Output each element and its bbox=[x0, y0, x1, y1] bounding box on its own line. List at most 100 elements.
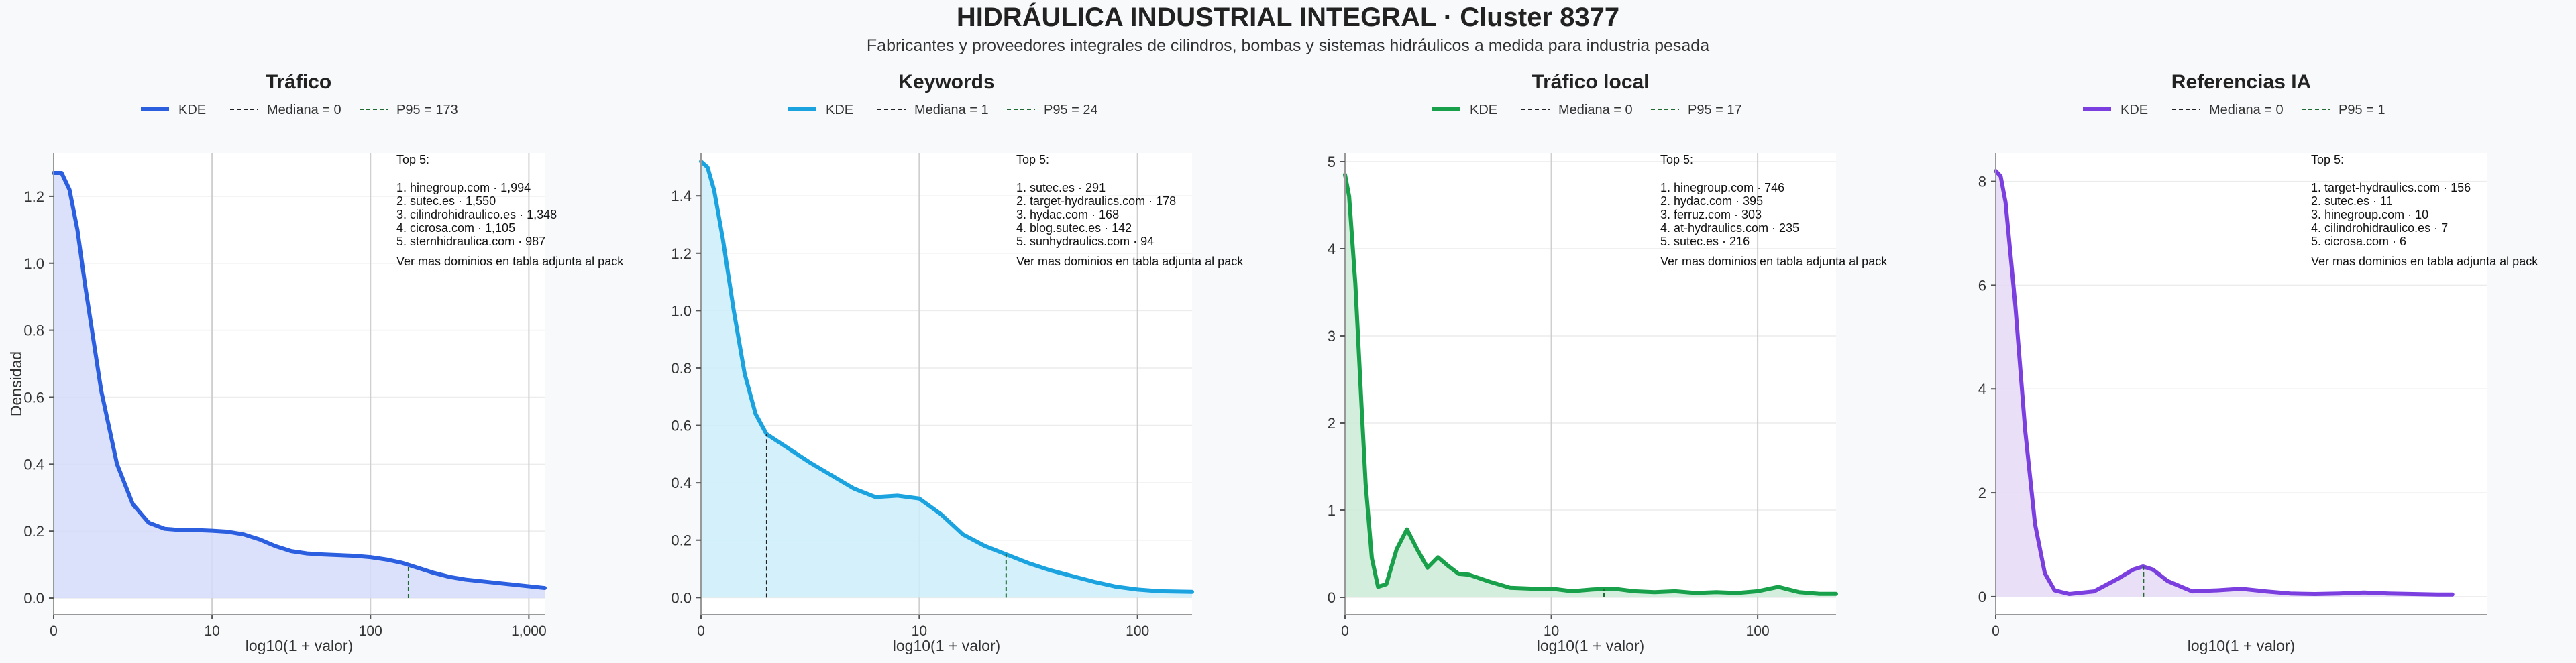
y-tick-label: 0.4 bbox=[671, 475, 692, 491]
legend-median-label: Mediana = 1 bbox=[914, 103, 989, 117]
x-tick-label: 0 bbox=[1341, 623, 1349, 639]
legend-kde-label: KDE bbox=[2121, 103, 2148, 117]
chart-title: Referencias IA bbox=[2171, 71, 2311, 93]
chart-keywords: 0.0 0.2 0.4 0.6 0.8 1.0 1.2 1.4 0 10 100 log10(1 + … bbox=[671, 71, 1244, 654]
y-tick-label: 0.0 bbox=[671, 589, 692, 606]
y-tick-label: 4 bbox=[1328, 241, 1336, 257]
x-axis-label: log10(1 + valor) bbox=[1537, 637, 1644, 654]
top5-item: 2. hydac.com · 395 bbox=[1660, 194, 1763, 208]
x-axis-label: log10(1 + valor) bbox=[246, 637, 353, 654]
top5-item: 3. hydac.com · 168 bbox=[1016, 208, 1119, 221]
top5-more-note: Ver mas dominios en tabla adjunta al pac… bbox=[2311, 255, 2538, 268]
top5-item: 3. cilindrohidraulico.es · 1,348 bbox=[396, 208, 557, 221]
chart-title: Tráfico bbox=[266, 71, 331, 93]
top5-item: 1. hinegroup.com · 1,994 bbox=[396, 181, 531, 194]
kde-line bbox=[1343, 172, 1838, 596]
legend-p95-label: P95 = 17 bbox=[1688, 103, 1742, 117]
top5-more-note: Ver mas dominios en tabla adjunta al pac… bbox=[1016, 255, 1244, 268]
top5-title: Top 5: bbox=[2311, 153, 2344, 166]
legend-median-label: Mediana = 0 bbox=[1558, 103, 1633, 117]
x-axis-label: log10(1 + valor) bbox=[2188, 637, 2295, 654]
y-tick-label: 0.6 bbox=[23, 389, 44, 406]
top5-item: 5. cicrosa.com · 6 bbox=[2311, 235, 2406, 248]
x-tick-label: 10 bbox=[204, 623, 219, 639]
top5-item: 4. at-hydraulics.com · 235 bbox=[1660, 221, 1799, 235]
kde-line bbox=[52, 170, 547, 591]
top5-title: Top 5: bbox=[1660, 153, 1693, 166]
top5-item: 1. hinegroup.com · 746 bbox=[1660, 181, 1784, 194]
legend-median-label: Mediana = 0 bbox=[267, 103, 341, 117]
top5-item: 3. hinegroup.com · 10 bbox=[2311, 208, 2428, 221]
x-tick-label: 100 bbox=[1126, 623, 1149, 639]
x-tick-label: 100 bbox=[1746, 623, 1770, 639]
y-tick-label: 8 bbox=[1978, 174, 1986, 190]
y-tick-label: 0.8 bbox=[23, 322, 44, 339]
x-tick-label: 10 bbox=[1544, 623, 1559, 639]
x-tick-label: 0 bbox=[697, 623, 705, 639]
top5-item: 2. sutec.es · 11 bbox=[2311, 194, 2393, 208]
y-tick-label: 4 bbox=[1978, 381, 1986, 398]
x-tick-label: 0 bbox=[50, 623, 58, 639]
chart-referencias-ia: 0 2 4 6 8 0 log10(1 + valor) Referencias IA KDE M… bbox=[1978, 71, 2538, 654]
y-tick-label: 0.2 bbox=[23, 523, 44, 540]
y-tick-label: 2 bbox=[1978, 485, 1986, 501]
kde-line bbox=[1994, 169, 2455, 597]
y-tick-label: 1.0 bbox=[671, 302, 692, 319]
legend-kde-label: KDE bbox=[178, 103, 206, 117]
top5-item: 1. sutec.es · 291 bbox=[1016, 181, 1106, 194]
legend-p95-label: P95 = 1 bbox=[2339, 103, 2385, 117]
y-tick-label: 0.2 bbox=[671, 532, 692, 549]
chart-title: Keywords bbox=[898, 71, 994, 93]
top5-item: 3. ferruz.com · 303 bbox=[1660, 208, 1762, 221]
y-tick-label: 1.4 bbox=[671, 188, 692, 204]
chart-title: Tráfico local bbox=[1532, 71, 1649, 93]
y-tick-label: 1.0 bbox=[23, 255, 44, 272]
top5-item: 1. target-hydraulics.com · 156 bbox=[2311, 181, 2471, 194]
y-tick-label: 1 bbox=[1328, 502, 1336, 519]
x-tick-label: 0 bbox=[1992, 623, 2000, 639]
y-tick-label: 0.6 bbox=[671, 418, 692, 434]
kde-area bbox=[54, 172, 545, 599]
top5-item: 5. sternhidraulica.com · 987 bbox=[396, 235, 545, 248]
plot-area bbox=[1345, 153, 1836, 615]
x-tick-label: 100 bbox=[359, 623, 382, 639]
y-tick-label: 0.0 bbox=[23, 590, 44, 607]
top5-more-note: Ver mas dominios en tabla adjunta al pac… bbox=[1660, 255, 1888, 268]
top5-more-note: Ver mas dominios en tabla adjunta al pac… bbox=[396, 255, 624, 268]
page-subtitle: Fabricantes y proveedores integrales de … bbox=[866, 36, 1710, 55]
legend-kde-label: KDE bbox=[826, 103, 853, 117]
x-tick-label: 10 bbox=[912, 623, 927, 639]
x-tick-label: 1,000 bbox=[511, 623, 547, 639]
chart-trafico: 0.0 0.2 0.4 0.6 0.8 1.0 1.2 0 10 100 1,000 log10(1 … bbox=[7, 71, 624, 654]
top5-item: 5. sunhydraulics.com · 94 bbox=[1016, 235, 1154, 248]
top5-item: 2. sutec.es · 1,550 bbox=[396, 194, 496, 208]
top5-item: 4. cilindrohidraulico.es · 7 bbox=[2311, 221, 2448, 235]
y-tick-label: 2 bbox=[1328, 415, 1336, 432]
plot-area bbox=[1996, 153, 2487, 615]
top5-item: 4. blog.sutec.es · 142 bbox=[1016, 221, 1132, 235]
top5-item: 2. target-hydraulics.com · 178 bbox=[1016, 194, 1176, 208]
legend-p95-label: P95 = 24 bbox=[1044, 103, 1098, 117]
y-tick-label: 0.4 bbox=[23, 456, 44, 473]
y-tick-label: 3 bbox=[1328, 328, 1336, 345]
chart-trafico-local: 0 1 2 3 4 5 0 10 100 log10(1 + valor) Tráfico loca… bbox=[1328, 71, 1888, 654]
y-tick-label: 1.2 bbox=[23, 188, 44, 205]
y-axis-label: Densidad bbox=[7, 351, 25, 416]
legend-median-label: Mediana = 0 bbox=[2209, 103, 2284, 117]
y-tick-label: 0.8 bbox=[671, 360, 692, 377]
y-tick-label: 0 bbox=[1328, 589, 1336, 606]
y-tick-label: 6 bbox=[1978, 277, 1986, 294]
kde-line bbox=[699, 159, 1194, 594]
legend-kde-label: KDE bbox=[1470, 103, 1497, 117]
top5-item: 4. cicrosa.com · 1,105 bbox=[396, 221, 515, 235]
top5-title: Top 5: bbox=[1016, 153, 1049, 166]
top5-title: Top 5: bbox=[396, 153, 429, 166]
y-tick-label: 1.2 bbox=[671, 245, 692, 262]
legend-p95-label: P95 = 173 bbox=[396, 103, 458, 117]
page-title: HIDRÁULICA INDUSTRIAL INTEGRAL · Cluster… bbox=[956, 3, 1620, 32]
y-tick-label: 5 bbox=[1328, 154, 1336, 170]
y-tick-label: 0 bbox=[1978, 589, 1986, 605]
kde-area bbox=[701, 161, 1192, 598]
top5-item: 5. sutec.es · 216 bbox=[1660, 235, 1750, 248]
x-axis-label: log10(1 + valor) bbox=[893, 637, 1000, 654]
